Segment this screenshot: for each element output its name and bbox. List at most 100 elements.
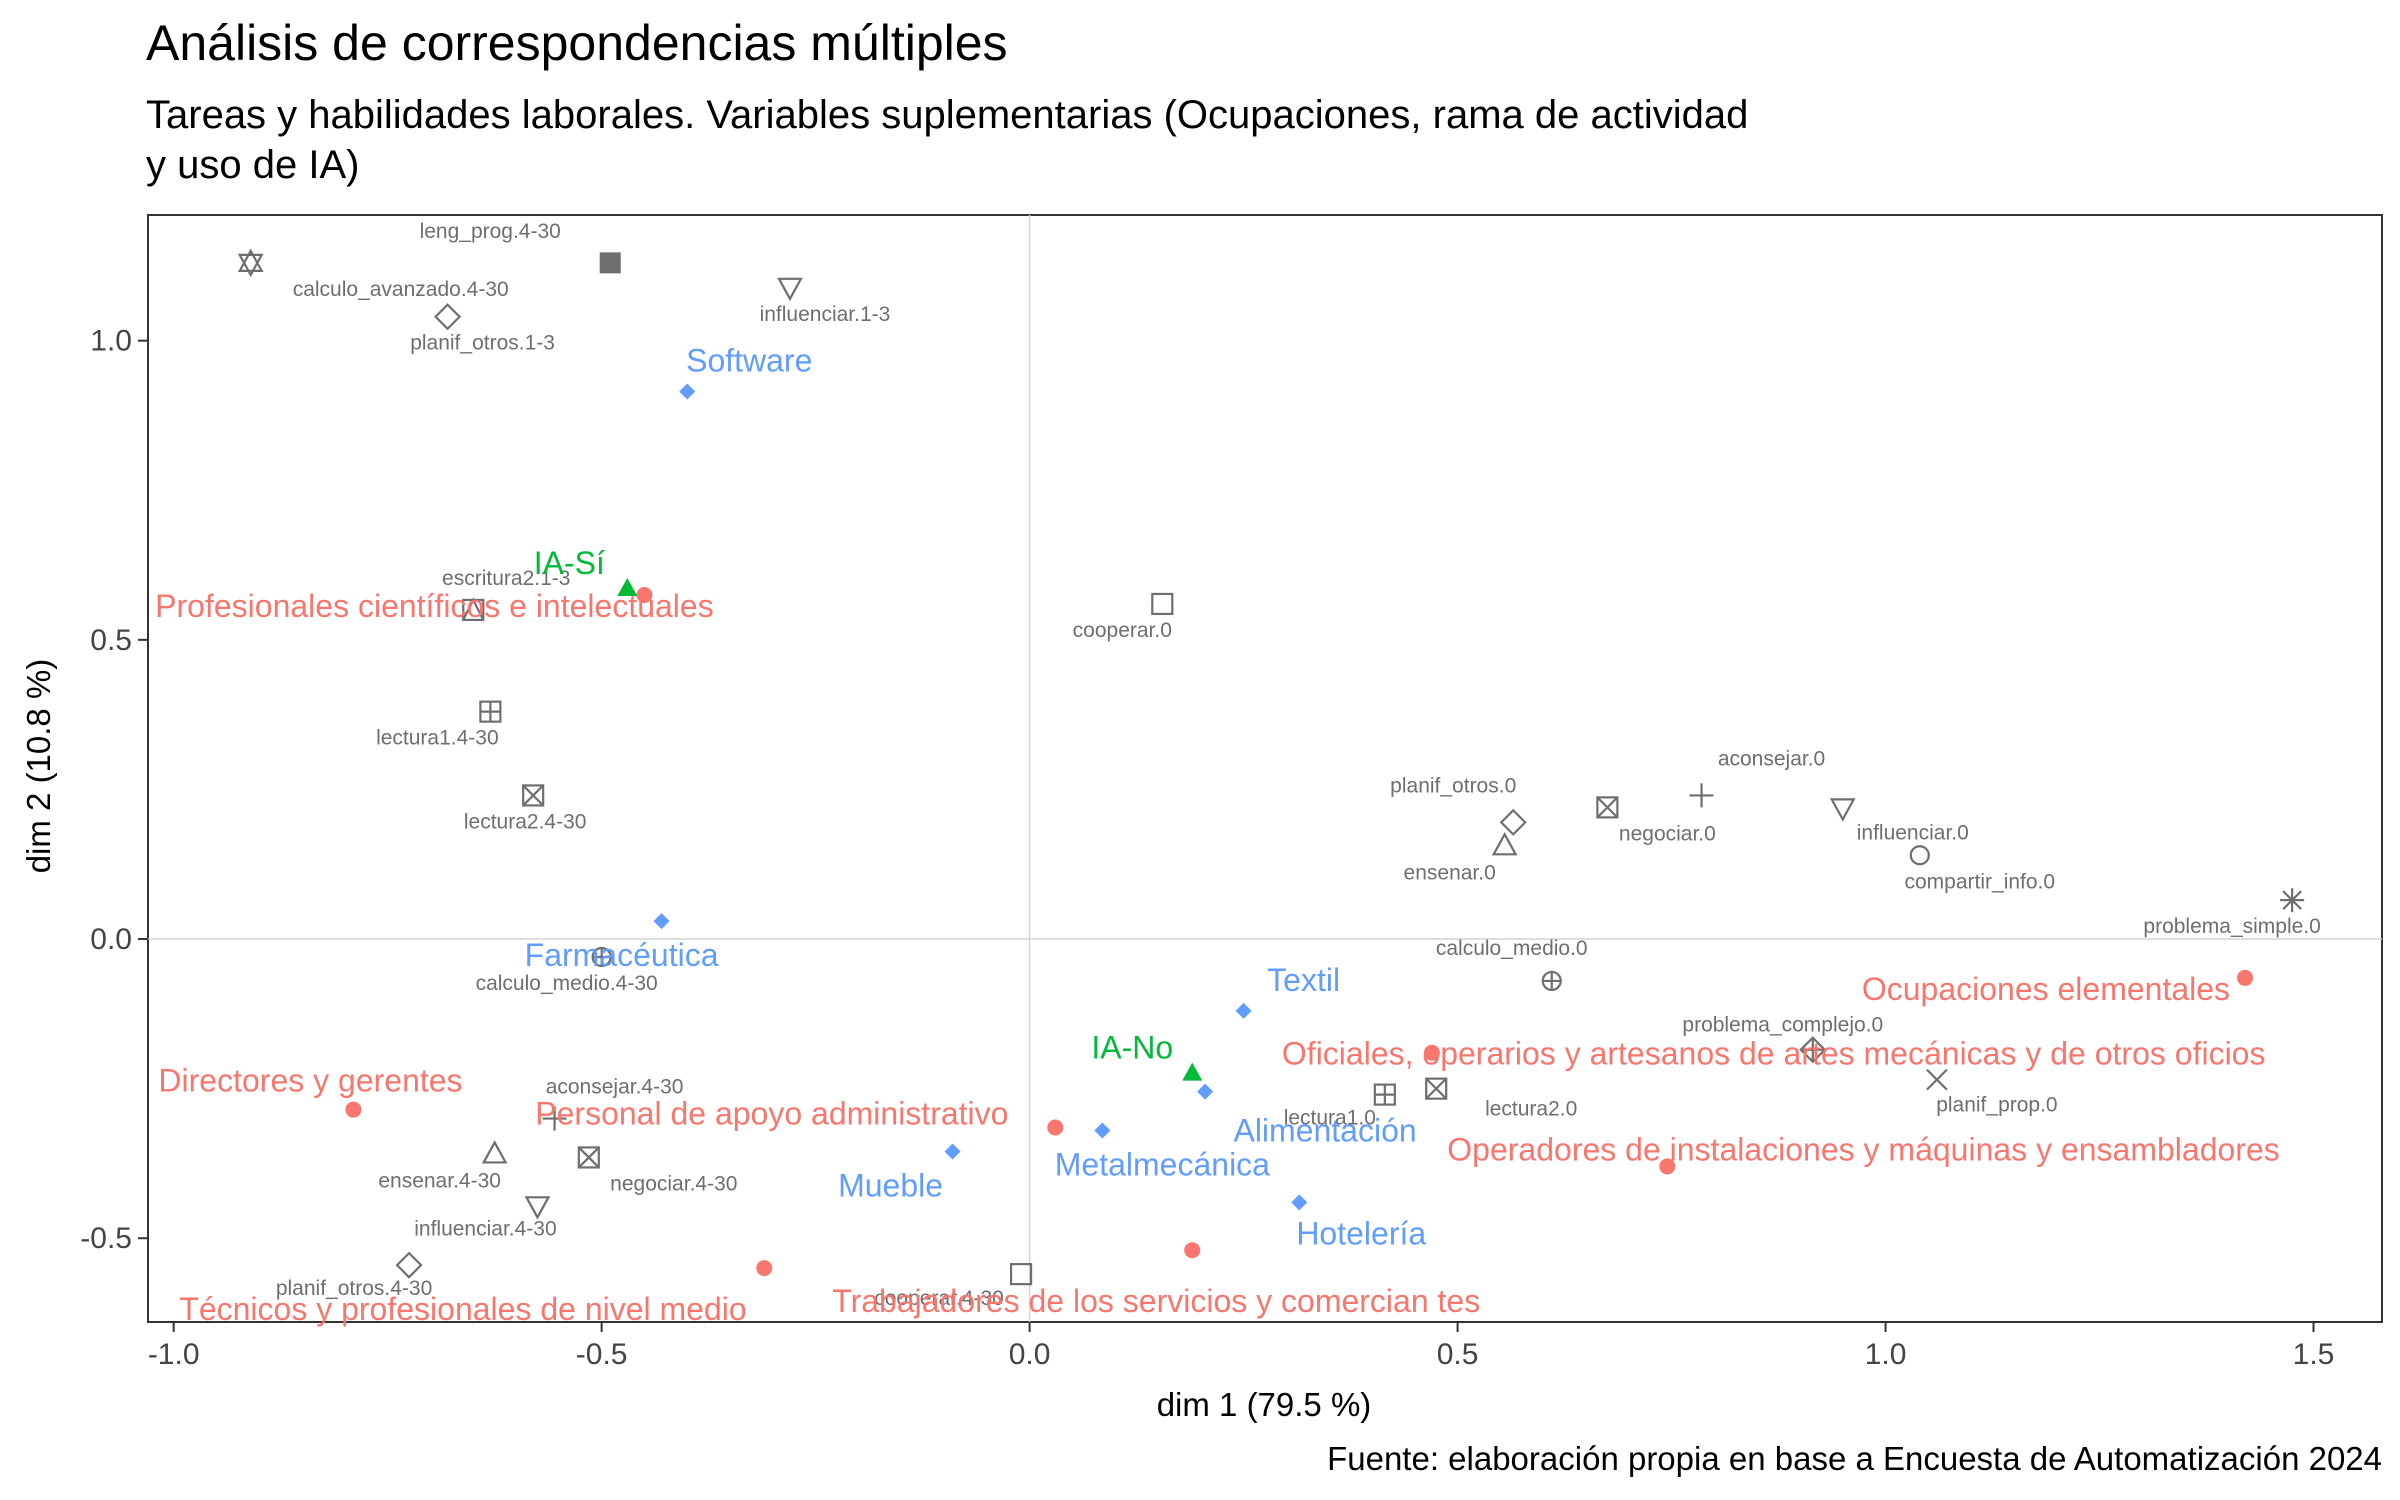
- active-label-calculo-medio-4-30: calculo_medio.4-30: [476, 972, 658, 995]
- ocupacion-point-directores-y-gerentes: [345, 1101, 362, 1118]
- active-point-escritura2-1-3: [462, 597, 485, 622]
- rama-label-mueble: Mueble: [838, 1167, 943, 1203]
- active-point-aconsejar-4-30: [542, 1106, 567, 1131]
- active-label-problema-simple-0: problema_simple.0: [2143, 915, 2320, 938]
- x-tick-label: 0.5: [1437, 1338, 1479, 1371]
- ocupacion-label-personal-de-apoyo-administrativo: Personal de apoyo administrativo: [535, 1096, 1008, 1132]
- ocupacion-label-oficiales-operarios-y-artesanos-de-artes-mecanicas-y-de-otros-oficios: Oficiales, operarios y artesanos de arte…: [1282, 1036, 2266, 1072]
- active-label-planif-otros-1-3: planif_otros.1-3: [410, 332, 555, 355]
- x-tick-label: -0.5: [576, 1338, 628, 1371]
- active-point-influenciar-0: [1829, 798, 1856, 822]
- ocupacion-point-tecnicos-y-profesionales-de-nivel-medio: [756, 1260, 773, 1277]
- active-point-calculo-medio-0: [1541, 970, 1562, 992]
- rama-point-textil: [1235, 1002, 1252, 1019]
- y-tick-label: -0.5: [80, 1222, 132, 1255]
- active-label-influenciar-4-30: influenciar.4-30: [414, 1217, 556, 1240]
- active-label-ensenar-4-30: ensenar.4-30: [378, 1169, 501, 1192]
- active-label-influenciar-1-3: influenciar.1-3: [760, 303, 891, 326]
- active-point-calculo-avanzado-4-30: [237, 248, 264, 278]
- ocupacion-label-tecnicos-y-profesionales-de-nivel-medio: Técnicos y profesionales de nivel medio: [179, 1291, 746, 1327]
- x-tick-label: 0.0: [1009, 1338, 1051, 1371]
- x-axis-title: dim 1 (79.5 %): [1157, 1386, 1372, 1423]
- rama-point-hoteleria: [1291, 1194, 1308, 1211]
- active-label-aconsejar-0: aconsejar.0: [1718, 747, 1825, 770]
- active-label-influenciar-0: influenciar.0: [1857, 821, 1969, 844]
- active-label-negociar-0: negociar.0: [1619, 822, 1716, 845]
- ia-label-ia-si: IA-Sí: [534, 545, 605, 581]
- active-label-planif-otros-0: planif_otros.0: [1390, 774, 1516, 797]
- active-point-calculo-medio-4-30: [591, 946, 612, 968]
- rama-label-metalmecanica: Metalmecánica: [1055, 1147, 1270, 1183]
- active-point-cooperar-4-30: [1009, 1263, 1033, 1286]
- active-point-negociar-4-30: [577, 1146, 600, 1169]
- active-point-compartir-info-0: [1909, 845, 1930, 866]
- rama-label-alimentacion: Alimentación: [1233, 1113, 1416, 1149]
- ia-label-ia-no: IA-No: [1091, 1030, 1173, 1066]
- chart-subtitle-line-1: Tareas y habilidades laborales. Variable…: [146, 93, 1748, 137]
- active-point-leng-prog-4-30: [599, 252, 621, 274]
- rama-label-textil: Textil: [1267, 962, 1340, 998]
- ocupacion-point-profesionales-cientificos-e-intelectuales: [636, 586, 653, 603]
- active-label-lectura1-4-30: lectura1.4-30: [376, 727, 499, 750]
- plot-area: -1.0 -0.5 0.0 0.5 1.0 1.5 -0.5 0.0 0.5 1.0 leng_pr…: [80, 214, 2383, 1371]
- ocupacion-label-ocupaciones-elementales: Ocupaciones elementales: [1862, 971, 2230, 1007]
- active-point-lectura2-4-30: [522, 784, 545, 807]
- active-label-problema-complejo-0: problema_complejo.0: [1682, 1014, 1883, 1037]
- active-point-ensenar-0: [1491, 832, 1518, 856]
- active-point-cooperar-0: [1151, 592, 1174, 616]
- active-point-planif-otros-0: [1499, 808, 1527, 836]
- active-label-lectura2-4-30: lectura2.4-30: [464, 810, 587, 833]
- active-label-calculo-avanzado-4-30: calculo_avanzado.4-30: [293, 278, 509, 301]
- x-tick-label: 1.5: [2293, 1338, 2335, 1371]
- active-label-leng-prog-4-30: leng_prog.4-30: [420, 220, 561, 243]
- active-label-compartir-info-0: compartir_info.0: [1905, 870, 2056, 893]
- active-label-ensenar-0: ensenar.0: [1404, 861, 1496, 884]
- y-tick-label: 0.0: [90, 923, 132, 956]
- ocupacion-point-operadores-de-instalaciones-y-maquinas-y-ensambladores: [1659, 1158, 1676, 1175]
- active-point-influenciar-1-3: [777, 277, 803, 302]
- active-point-lectura2-0: [1425, 1077, 1448, 1100]
- y-tick-label: 0.5: [90, 624, 132, 657]
- active-point-influenciar-4-30: [524, 1196, 551, 1220]
- ocupacion-point-ocupaciones-elementales: [2237, 969, 2254, 986]
- ocupacion-point-personal-de-apoyo-administrativo: [1047, 1119, 1064, 1136]
- active-point-ensenar-4-30: [481, 1140, 508, 1164]
- ocupacion-label-operadores-de-instalaciones-y-maquinas-y-ensambladores: Operadores de instalaciones y máquinas y…: [1447, 1131, 2279, 1167]
- rama-point-alimentacion: [1197, 1083, 1214, 1100]
- rama-point-software: [679, 383, 696, 400]
- active-label-aconsejar-4-30: aconsejar.4-30: [546, 1076, 684, 1099]
- chart-subtitle-line-2: y uso de IA): [146, 143, 359, 187]
- active-label-escritura2-1-3: escritura2.1-3: [442, 567, 570, 590]
- chart-title: Análisis de correspondencias múltiples: [146, 15, 1008, 71]
- ocupacion-point-oficiales-operarios-y-artesanos-de-artes-mecanicas-y-de-otros-oficios: [1423, 1044, 1440, 1061]
- rama-point-farmaceutica: [653, 913, 670, 930]
- x-tick-label: -1.0: [148, 1338, 200, 1371]
- rama-point-mueble: [944, 1143, 961, 1160]
- ocupacion-label-directores-y-gerentes: Directores y gerentes: [158, 1063, 462, 1099]
- rama-point-metalmecanica: [1094, 1122, 1111, 1139]
- active-point-problema-complejo-0: [1799, 1036, 1827, 1064]
- x-tick-label: 1.0: [1865, 1338, 1907, 1371]
- plot-panel-border: [147, 214, 2383, 1323]
- rama-label-hoteleria: Hotelería: [1296, 1215, 1426, 1251]
- active-label-cooperar-0: cooperar.0: [1073, 619, 1172, 642]
- y-tick-label: 1.0: [90, 325, 132, 358]
- rama-label-farmaceutica: Farmacéutica: [525, 937, 719, 973]
- active-label-planif-otros-4-30: planif_otros.4-30: [276, 1277, 432, 1300]
- active-label-calculo-medio-0: calculo_medio.0: [1436, 937, 1588, 960]
- active-point-aconsejar-0: [1689, 783, 1714, 808]
- ia-point-ia-no: [1182, 1062, 1203, 1081]
- active-label-lectura2-0: lectura2.0: [1485, 1098, 1577, 1121]
- active-point-negociar-0: [1596, 796, 1619, 819]
- active-label-cooperar-4-30: cooperar.4-30: [874, 1287, 1004, 1310]
- ocupacion-point-trabajadores-de-los-servicios-y-comercian-tes: [1184, 1242, 1201, 1259]
- ia-point-ia-si: [617, 577, 638, 596]
- active-point-lectura1-0: [1373, 1083, 1396, 1106]
- active-point-planif-otros-1-3: [434, 303, 462, 331]
- active-point-problema-simple-0: [2280, 888, 2305, 913]
- y-axis-title: dim 2 (10.8 %): [20, 659, 57, 874]
- active-label-negociar-4-30: negociar.4-30: [610, 1172, 737, 1195]
- active-label-lectura1-0: lectura1.0: [1284, 1107, 1376, 1130]
- rama-label-software: Software: [686, 343, 812, 379]
